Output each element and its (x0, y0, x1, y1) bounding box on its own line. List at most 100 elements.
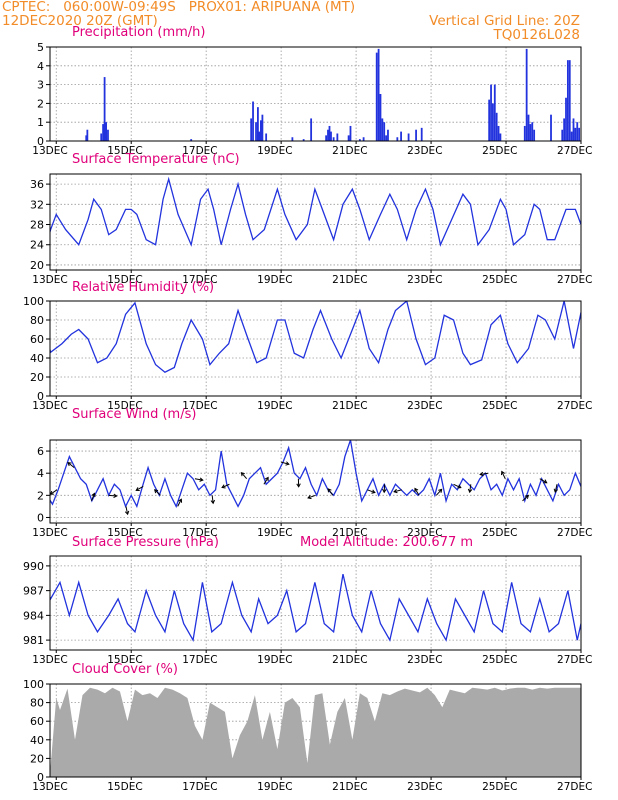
precip-bar (328, 125, 331, 141)
precip-bar (327, 129, 329, 141)
precip-bar (523, 125, 526, 141)
precip-bar (377, 48, 380, 141)
wind-arrow (211, 495, 214, 504)
wind-xtick-label: 17DEC (182, 527, 217, 539)
precip-bar (349, 125, 352, 141)
cloud-xtick-label: 13DEC (32, 781, 67, 793)
precip-bar (302, 139, 305, 141)
precip-bar (570, 131, 573, 141)
header-line-1: CPTEC: 060:00W-09:49S PROX01: ARIPUANA (… (2, 0, 356, 15)
precip-bar (255, 122, 257, 141)
precip-ytick-label: 5 (37, 41, 44, 54)
temp-frame (49, 173, 582, 271)
precip-bar (566, 60, 569, 141)
precip-ytick-label: 1 (37, 116, 44, 129)
precip-marks (30, 48, 581, 141)
precip-bar (387, 129, 389, 141)
wind-arrow (554, 484, 558, 493)
wind-arrow (125, 506, 129, 515)
wind-arrow-head (124, 510, 130, 516)
precip-bar (258, 131, 261, 141)
rh-xtick-label: 25DEC (482, 400, 517, 412)
rh-ytick-label: 0 (37, 390, 44, 403)
wind-ytick-label: 6 (37, 445, 44, 458)
rh-ytick-label: 60 (30, 333, 44, 346)
wind-arrow-head (67, 462, 72, 467)
wind-arrow-head (500, 470, 505, 476)
rh-xtick-label: 23DEC (407, 400, 442, 412)
pressure-title: Surface Pressure (hPa) (72, 535, 219, 550)
pressure-xtick-label: 17DEC (182, 654, 217, 666)
wind-xtick-label: 21DEC (332, 527, 367, 539)
precip-bar (250, 118, 253, 141)
rh-xtick-label: 13DEC (32, 400, 67, 412)
pressure-ytick-label: 984 (23, 609, 44, 622)
precip-bar (252, 101, 254, 141)
header-line-2: 12DEC2020 20Z (GMT) (2, 13, 158, 29)
temp-ytick-label: 24 (30, 239, 44, 252)
wind-arrow-head (153, 489, 159, 494)
cloud-ytick-label: 80 (30, 697, 44, 710)
precip-frame (49, 46, 582, 142)
precip-bar (261, 114, 264, 141)
precip-xtick-label: 21DEC (332, 145, 367, 157)
precip-bar (332, 137, 335, 141)
precip-bar (565, 97, 567, 141)
wind-arrow-head (135, 487, 140, 491)
cloud-xtick-label: 15DEC (107, 781, 142, 793)
precip-bar (103, 77, 106, 141)
wind-arrow-head (524, 494, 530, 499)
precip-bar (358, 139, 361, 141)
temp-line (50, 176, 581, 247)
precip-ytick-label: 3 (37, 79, 44, 92)
precip-bar (533, 129, 536, 141)
precip-xtick-label: 19DEC (257, 145, 292, 157)
precip-xtick-label: 23DEC (407, 145, 442, 157)
cloud-xtick-label: 27DEC (557, 781, 592, 793)
precip-bar (578, 127, 581, 141)
precip-bar (576, 122, 579, 141)
precip-bar (493, 84, 496, 141)
precip-bar (383, 122, 386, 141)
precip-panel (30, 46, 582, 144)
header-run-id: TQ0126L028 (493, 27, 580, 43)
wind-arrow-head (382, 488, 387, 494)
wind-arrow-head (553, 488, 559, 494)
temp-ytick-label: 28 (30, 219, 44, 232)
wind-arrow (367, 489, 376, 494)
wind-ytick-label: 2 (37, 489, 44, 502)
cloud-panel (46, 683, 582, 780)
wind-arrow (350, 440, 351, 441)
precip-bar (568, 60, 571, 141)
precip-bar (347, 135, 350, 141)
wind-arrow-head (296, 483, 301, 488)
pressure-panel (46, 555, 582, 653)
precip-bar (310, 118, 313, 141)
cloud-ytick-label: 60 (30, 715, 44, 728)
wind-line (50, 440, 581, 509)
cloud-ytick-label: 40 (30, 734, 44, 747)
precip-bar (375, 52, 378, 141)
pressure-ytick-label: 990 (23, 560, 44, 573)
temp-ytick-label: 20 (30, 259, 44, 272)
precip-bar (381, 118, 384, 141)
header-grid-note: Vertical Grid Line: 20Z (429, 13, 580, 29)
wind-arrow (177, 499, 182, 507)
wind-arrow (50, 489, 58, 495)
wind-panel (46, 439, 582, 526)
pressure-frame (49, 555, 582, 651)
wind-frame (49, 439, 582, 524)
wind-marks (50, 440, 581, 516)
wind-xtick-label: 15DEC (107, 527, 142, 539)
temp-xtick-label: 17DEC (182, 274, 217, 286)
wind-arrow-head (285, 461, 290, 466)
precip-bar (30, 117, 32, 141)
wind-arrow (522, 495, 529, 502)
pressure-xtick-label: 19DEC (257, 654, 292, 666)
cloud-title: Cloud Cover (%) (72, 662, 178, 677)
temp-xtick-label: 25DEC (482, 274, 517, 286)
rh-marks (50, 301, 581, 374)
precip-bar (531, 122, 534, 141)
cloud-frame (49, 683, 582, 778)
wind-arrow (307, 494, 316, 499)
